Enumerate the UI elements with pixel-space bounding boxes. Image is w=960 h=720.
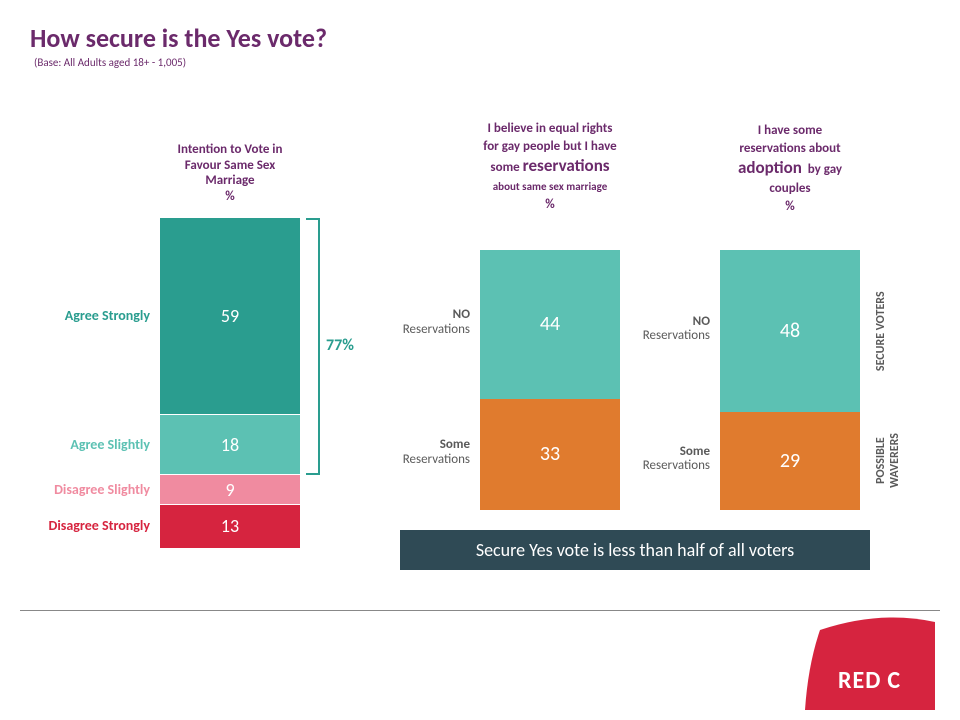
chart1-seg-3: 13 [160,505,300,548]
chart1-seg-2: 9 [160,475,300,505]
callout-box: Secure Yes vote is less than half of all… [400,530,870,570]
chart1-seg-label-1: Agree Slightly [0,436,150,453]
chart1-bracket [306,218,320,475]
chart1-bracket-label: 77% [326,336,354,355]
vlabel-waverers: POSSIBLE WAVERERS [874,412,902,510]
chart1-seg-0: 59 [160,218,300,415]
chart2-seg-1: 33 [480,399,620,510]
callout-text: Secure Yes vote is less than half of all… [476,539,794,561]
page-title: How secure is the Yes vote? [30,22,327,54]
chart1-head-l4: % [225,189,234,204]
logo-text: REDC [838,666,901,695]
chart1-head-l2: Favour Same Sex [185,158,275,173]
vlabel-secure: SECURE VOTERS [874,250,888,412]
chart2-heading: I believe in equal rightsfor gay people … [410,120,690,213]
logo: REDC [800,610,950,720]
chart3-seg-label-1: SomeReservations [610,445,710,474]
chart3-seg-0: 48 [720,250,860,412]
chart1-seg-label-0: Agree Strongly [0,307,150,324]
chart3-seg-label-0: NOReservations [610,315,710,344]
page-subtitle: (Base: All Adults aged 18+ - 1,005) [34,56,186,69]
chart3-seg-1: 29 [720,412,860,510]
chart2-seg-label-1: SomeReservations [370,438,470,467]
chart1-seg-1: 18 [160,415,300,475]
chart1-seg-label-3: Disagree Strongly [0,517,150,534]
chart1-heading: Intention to Vote in Favour Same Sex Mar… [110,142,350,204]
chart2-seg-label-0: NOReservations [370,308,470,337]
chart2-seg-0: 44 [480,250,620,399]
chart1-seg-label-2: Disagree Slightly [0,481,150,498]
chart1-head-l1: Intention to Vote in [178,142,283,157]
chart1-head-l3: Marriage [205,173,254,188]
chart3-heading: I have somereservations aboutadoption by… [660,122,920,215]
